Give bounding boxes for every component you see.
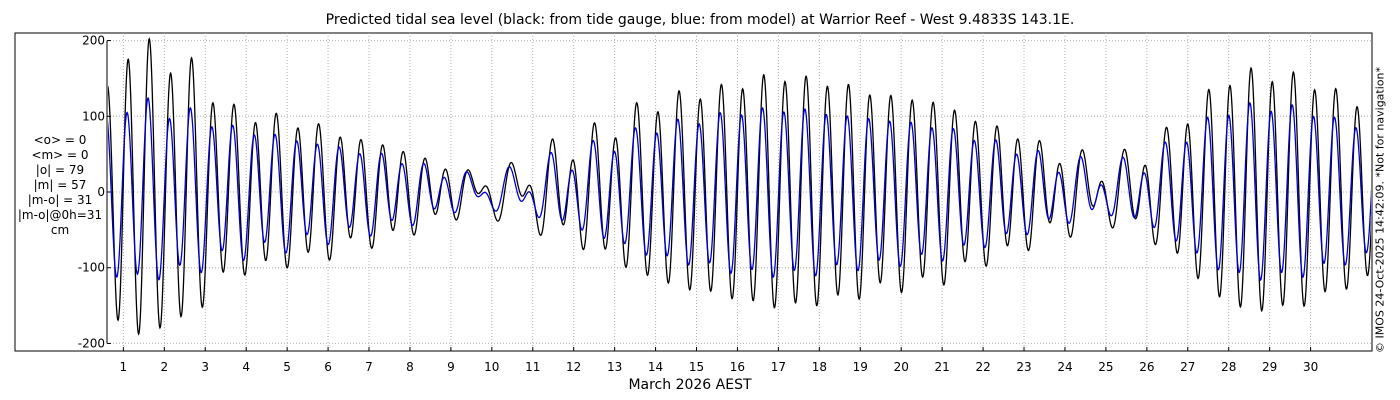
stat-mean-observed: <o> = 0 — [33, 133, 87, 147]
x-tick-label: 8 — [406, 360, 414, 374]
x-tick-label: 13 — [607, 360, 622, 374]
x-tick-label: 28 — [1221, 360, 1236, 374]
x-axis-label: March 2026 AEST — [628, 377, 752, 393]
x-tick-label: 23 — [1016, 360, 1031, 374]
x-tick-label: 27 — [1180, 360, 1195, 374]
x-tick-label: 30 — [1303, 360, 1318, 374]
x-tick-label: 1 — [120, 360, 128, 374]
x-tick-label: 6 — [324, 360, 332, 374]
x-tick-label: 24 — [1057, 360, 1072, 374]
x-tick-label: 3 — [201, 360, 209, 374]
stat-mean-model: <m> = 0 — [31, 148, 89, 162]
x-axis: 1 2 3 4 5 6 7 8 9 10 11 12 13 14 15 16 17 18 19 20 21 22 23 24 2… — [120, 347, 1318, 374]
stat-abs-diff-0h: |m-o|@0h=31 — [17, 208, 103, 222]
x-tick-label: 2 — [160, 360, 168, 374]
x-tick-label: 7 — [365, 360, 373, 374]
y-tick-label: 0 — [97, 185, 105, 199]
outer-frame — [14, 32, 1373, 352]
x-tick-label: 12 — [566, 360, 581, 374]
x-tick-label: 15 — [689, 360, 704, 374]
x-tick-label: 21 — [935, 360, 950, 374]
x-tick-label: 19 — [853, 360, 868, 374]
series-group — [108, 37, 1371, 336]
x-tick-label: 20 — [894, 360, 909, 374]
x-tick-label: 5 — [283, 360, 291, 374]
y-tick-label: -200 — [78, 336, 105, 350]
chart-title: Predicted tidal sea level (black: from t… — [325, 12, 1075, 28]
stat-unit: cm — [50, 223, 70, 237]
y-tick-label: 200 — [82, 34, 105, 48]
stat-abs-observed: |o| = 79 — [35, 163, 85, 177]
x-tick-label: 22 — [975, 360, 990, 374]
x-tick-label: 14 — [648, 360, 663, 374]
series-line-model — [108, 96, 1371, 282]
x-tick-label: 18 — [812, 360, 827, 374]
y-axis: -200 -100 0 100 200 — [78, 34, 111, 350]
x-tick-label: 16 — [730, 360, 745, 374]
x-tick-label: 9 — [447, 360, 455, 374]
x-tick-label: 11 — [525, 360, 540, 374]
credit-text: © IMOS 24-Oct-2025 14:42:09. *Not for na… — [1373, 67, 1387, 353]
x-tick-label: 29 — [1262, 360, 1277, 374]
stats-panel: <o> = 0 <m> = 0 |o| = 79 |m| = 57 |m-o| … — [10, 133, 110, 238]
y-tick-label: -100 — [78, 261, 105, 275]
x-tick-label: 25 — [1098, 360, 1113, 374]
y-tick-label: 100 — [82, 109, 105, 123]
x-tick-label: 17 — [771, 360, 786, 374]
stat-abs-diff: |m-o| = 31 — [27, 193, 93, 207]
x-tick-label: 26 — [1139, 360, 1154, 374]
stat-abs-model: |m| = 57 — [33, 178, 87, 192]
x-tick-label: 10 — [484, 360, 499, 374]
x-tick-label: 4 — [242, 360, 250, 374]
